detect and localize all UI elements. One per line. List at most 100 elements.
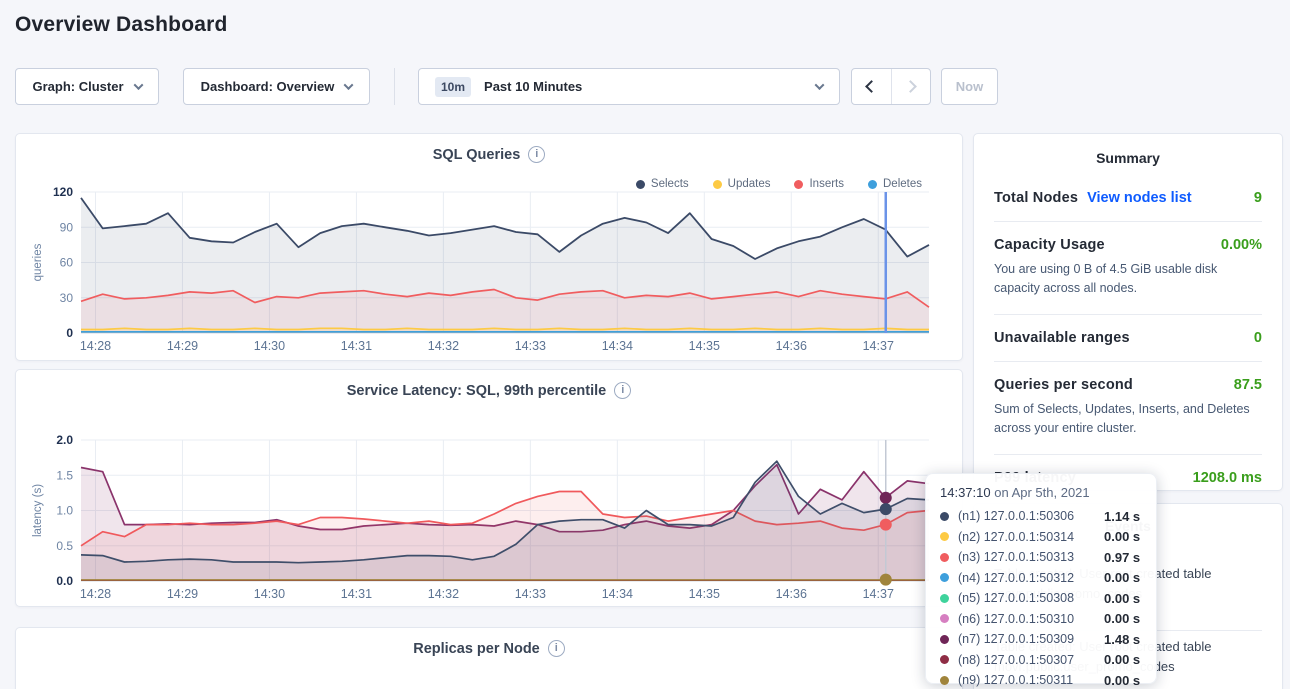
svg-text:0: 0 xyxy=(66,326,73,340)
series-color-dot-icon xyxy=(940,634,949,644)
tooltip-node-value: 0.00 s xyxy=(1104,611,1141,627)
svg-text:latency (s): latency (s) xyxy=(32,484,44,537)
summary-row-qps: Queries per second 87.5 xyxy=(994,377,1262,393)
dashboard-dropdown[interactable]: Dashboard: Overview xyxy=(183,68,370,105)
chevron-left-icon xyxy=(864,80,878,93)
summary-label: Unavailable ranges xyxy=(994,329,1130,346)
tooltip-node-label: (n6) 127.0.0.1:50310 xyxy=(958,611,1075,626)
tooltip-node-value: 0.00 s xyxy=(1104,672,1141,688)
time-range-badge: 10m xyxy=(435,76,472,97)
sql-queries-plot[interactable]: 14:28 14:29 14:30 14:31 14:32 14:33 14:34 14:35… xyxy=(28,184,947,359)
tooltip-node-value: 1.14 s xyxy=(1104,508,1141,524)
svg-text:14:34: 14:34 xyxy=(602,587,633,601)
svg-text:14:28: 14:28 xyxy=(80,587,111,601)
chart-title: SQL Queries xyxy=(432,146,521,163)
summary-label: Total Nodes xyxy=(994,190,1079,206)
legend-color-dot-icon xyxy=(635,179,645,189)
view-nodes-list-link[interactable]: View nodes list xyxy=(1087,190,1192,206)
info-icon[interactable]: i xyxy=(547,640,565,657)
series-color-dot-icon xyxy=(940,614,949,624)
series-color-dot-icon xyxy=(940,675,949,685)
chevron-down-icon xyxy=(343,80,354,91)
tooltip-timestamp: 14:37:10 on Apr 5th, 2021 xyxy=(940,485,1142,500)
time-forward-button[interactable] xyxy=(890,69,931,104)
legend-color-dot-icon xyxy=(712,179,722,189)
summary-value: 1208.0 ms xyxy=(1192,469,1262,486)
legend-color-dot-icon xyxy=(868,179,877,189)
dashboard-dropdown-label: Dashboard: Overview xyxy=(200,79,335,94)
legend-label: Updates xyxy=(727,178,771,190)
legend-label: Selects xyxy=(650,178,689,190)
series-color-dot-icon xyxy=(940,593,949,603)
tooltip-row: (n9) 127.0.0.1:50311 0.00 s xyxy=(940,670,1142,689)
summary-description: Sum of Selects, Updates, Inserts, and De… xyxy=(994,401,1250,436)
chart-hover-tooltip: 14:37:10 on Apr 5th, 2021 (n1) 127.0.0.1… xyxy=(925,473,1157,688)
series-color-dot-icon xyxy=(940,573,949,583)
summary-value: 0.00% xyxy=(1220,237,1262,253)
svg-text:14:32: 14:32 xyxy=(428,339,459,353)
sql-queries-card: SQL Queries i Selects Updates Inserts Delet… xyxy=(15,133,963,361)
svg-text:14:29: 14:29 xyxy=(167,587,198,601)
info-icon[interactable]: i xyxy=(614,382,632,399)
chart-title: Service Latency: SQL, 99th percentile xyxy=(346,382,607,399)
summary-description: You are using 0 B of 4.5 GiB usable disk… xyxy=(994,262,1218,296)
chevron-down-icon xyxy=(133,80,143,91)
tooltip-row: (n5) 127.0.0.1:50308 0.00 s xyxy=(940,588,1142,609)
tooltip-node-label: (n1) 127.0.0.1:50306 xyxy=(958,509,1075,524)
summary-title: Summary xyxy=(1096,150,1160,166)
legend-item: Deletes xyxy=(868,178,922,190)
tooltip-row: (n8) 127.0.0.1:50307 0.00 s xyxy=(940,650,1142,671)
summary-row-total-nodes: Total Nodes View nodes list 9 xyxy=(994,190,1262,206)
tooltip-node-value: 0.00 s xyxy=(1104,570,1141,586)
graph-dropdown[interactable]: Graph: Cluster xyxy=(15,68,159,105)
summary-label: Queries per second xyxy=(994,376,1133,393)
tooltip-row: (n7) 127.0.0.1:50309 1.48 s xyxy=(940,629,1142,650)
svg-text:14:34: 14:34 xyxy=(602,339,633,353)
summary-value: 0 xyxy=(1253,329,1262,346)
svg-text:14:28: 14:28 xyxy=(80,339,111,353)
time-back-button[interactable] xyxy=(852,69,891,104)
tooltip-row: (n3) 127.0.0.1:50313 0.97 s xyxy=(940,547,1142,568)
legend-item: Updates xyxy=(712,178,771,190)
page-title: Overview Dashboard xyxy=(15,13,228,36)
divider xyxy=(994,313,1262,315)
svg-text:14:37: 14:37 xyxy=(863,587,894,601)
now-button[interactable]: Now xyxy=(941,68,998,105)
time-range-dropdown[interactable]: 10m Past 10 Minutes xyxy=(418,68,840,105)
svg-text:queries: queries xyxy=(32,243,44,281)
svg-text:90: 90 xyxy=(60,220,74,234)
series-color-dot-icon xyxy=(940,511,949,521)
service-latency-plot[interactable]: 14:28 14:29 14:30 14:31 14:32 14:33 14:34 14:35… xyxy=(28,432,947,607)
svg-text:0.0: 0.0 xyxy=(56,574,73,588)
tooltip-row: (n6) 127.0.0.1:50310 0.00 s xyxy=(940,609,1142,630)
svg-text:14:29: 14:29 xyxy=(167,339,198,353)
summary-label: Capacity Usage xyxy=(994,237,1105,253)
svg-text:0.5: 0.5 xyxy=(56,539,73,553)
summary-panel: Summary Total Nodes View nodes list 9 Ca… xyxy=(973,133,1283,491)
tooltip-node-label: (n4) 127.0.0.1:50312 xyxy=(958,570,1075,585)
svg-text:14:33: 14:33 xyxy=(515,587,546,601)
tooltip-node-label: (n9) 127.0.0.1:50311 xyxy=(958,673,1074,688)
service-latency-card: Service Latency: SQL, 99th percentile i … xyxy=(15,369,963,607)
toolbar-divider xyxy=(394,68,395,105)
divider xyxy=(994,221,1262,222)
legend-item: Selects xyxy=(635,178,689,190)
summary-value: 87.5 xyxy=(1233,376,1262,393)
tooltip-row: (n4) 127.0.0.1:50312 0.00 s xyxy=(940,568,1142,589)
time-range-label: Past 10 Minutes xyxy=(484,79,583,94)
summary-value: 9 xyxy=(1253,190,1262,206)
tooltip-node-label: (n3) 127.0.0.1:50313 xyxy=(958,550,1075,565)
tooltip-node-value: 1.48 s xyxy=(1104,631,1141,647)
tooltip-node-value: 0.00 s xyxy=(1104,590,1141,606)
tooltip-rows: (n1) 127.0.0.1:50306 1.14 s (n2) 127.0.0.1… xyxy=(940,506,1142,689)
summary-row-unavailable-ranges: Unavailable ranges 0 xyxy=(994,330,1262,346)
tooltip-node-value: 0.97 s xyxy=(1104,549,1141,565)
tooltip-node-label: (n7) 127.0.0.1:50309 xyxy=(958,632,1075,647)
info-icon[interactable]: i xyxy=(528,146,546,163)
svg-text:14:31: 14:31 xyxy=(341,339,372,353)
chevron-right-icon xyxy=(904,80,918,93)
tooltip-node-label: (n5) 127.0.0.1:50308 xyxy=(958,591,1075,606)
svg-text:60: 60 xyxy=(60,256,74,270)
tooltip-node-value: 0.00 s xyxy=(1104,529,1141,545)
svg-text:120: 120 xyxy=(53,185,73,199)
